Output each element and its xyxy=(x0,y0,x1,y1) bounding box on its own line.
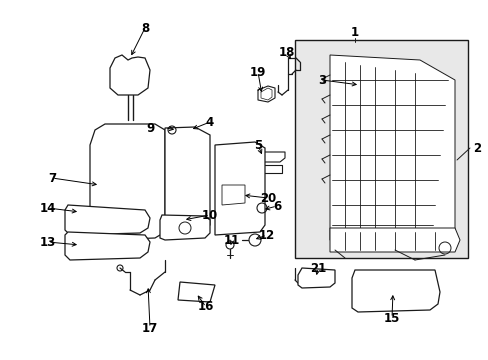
Text: 8: 8 xyxy=(141,22,149,35)
Text: 18: 18 xyxy=(278,45,295,59)
Text: 2: 2 xyxy=(472,141,480,154)
Text: 4: 4 xyxy=(205,116,214,129)
Text: 11: 11 xyxy=(224,234,240,247)
Text: 9: 9 xyxy=(146,122,155,135)
Text: 15: 15 xyxy=(383,311,399,324)
Polygon shape xyxy=(164,127,209,235)
Polygon shape xyxy=(297,268,334,288)
Polygon shape xyxy=(160,215,209,240)
Polygon shape xyxy=(215,142,264,235)
Text: 17: 17 xyxy=(142,321,158,334)
Text: 12: 12 xyxy=(258,229,275,242)
Polygon shape xyxy=(329,55,454,250)
Text: 6: 6 xyxy=(272,199,281,212)
Text: 21: 21 xyxy=(309,261,325,274)
Text: 10: 10 xyxy=(202,208,218,221)
Text: 14: 14 xyxy=(40,202,56,215)
Text: 1: 1 xyxy=(350,26,358,39)
Text: 5: 5 xyxy=(253,139,262,152)
Bar xyxy=(294,40,467,258)
Polygon shape xyxy=(65,205,150,235)
Polygon shape xyxy=(65,232,150,260)
Polygon shape xyxy=(110,55,150,95)
Text: 20: 20 xyxy=(259,192,276,204)
Text: 13: 13 xyxy=(40,235,56,248)
Polygon shape xyxy=(90,124,164,240)
Text: 7: 7 xyxy=(48,171,56,185)
Text: 16: 16 xyxy=(198,301,214,314)
Polygon shape xyxy=(222,185,244,205)
Polygon shape xyxy=(178,282,215,302)
Polygon shape xyxy=(351,270,439,312)
Polygon shape xyxy=(329,228,459,252)
Text: 3: 3 xyxy=(317,73,325,86)
Text: 19: 19 xyxy=(249,66,265,78)
